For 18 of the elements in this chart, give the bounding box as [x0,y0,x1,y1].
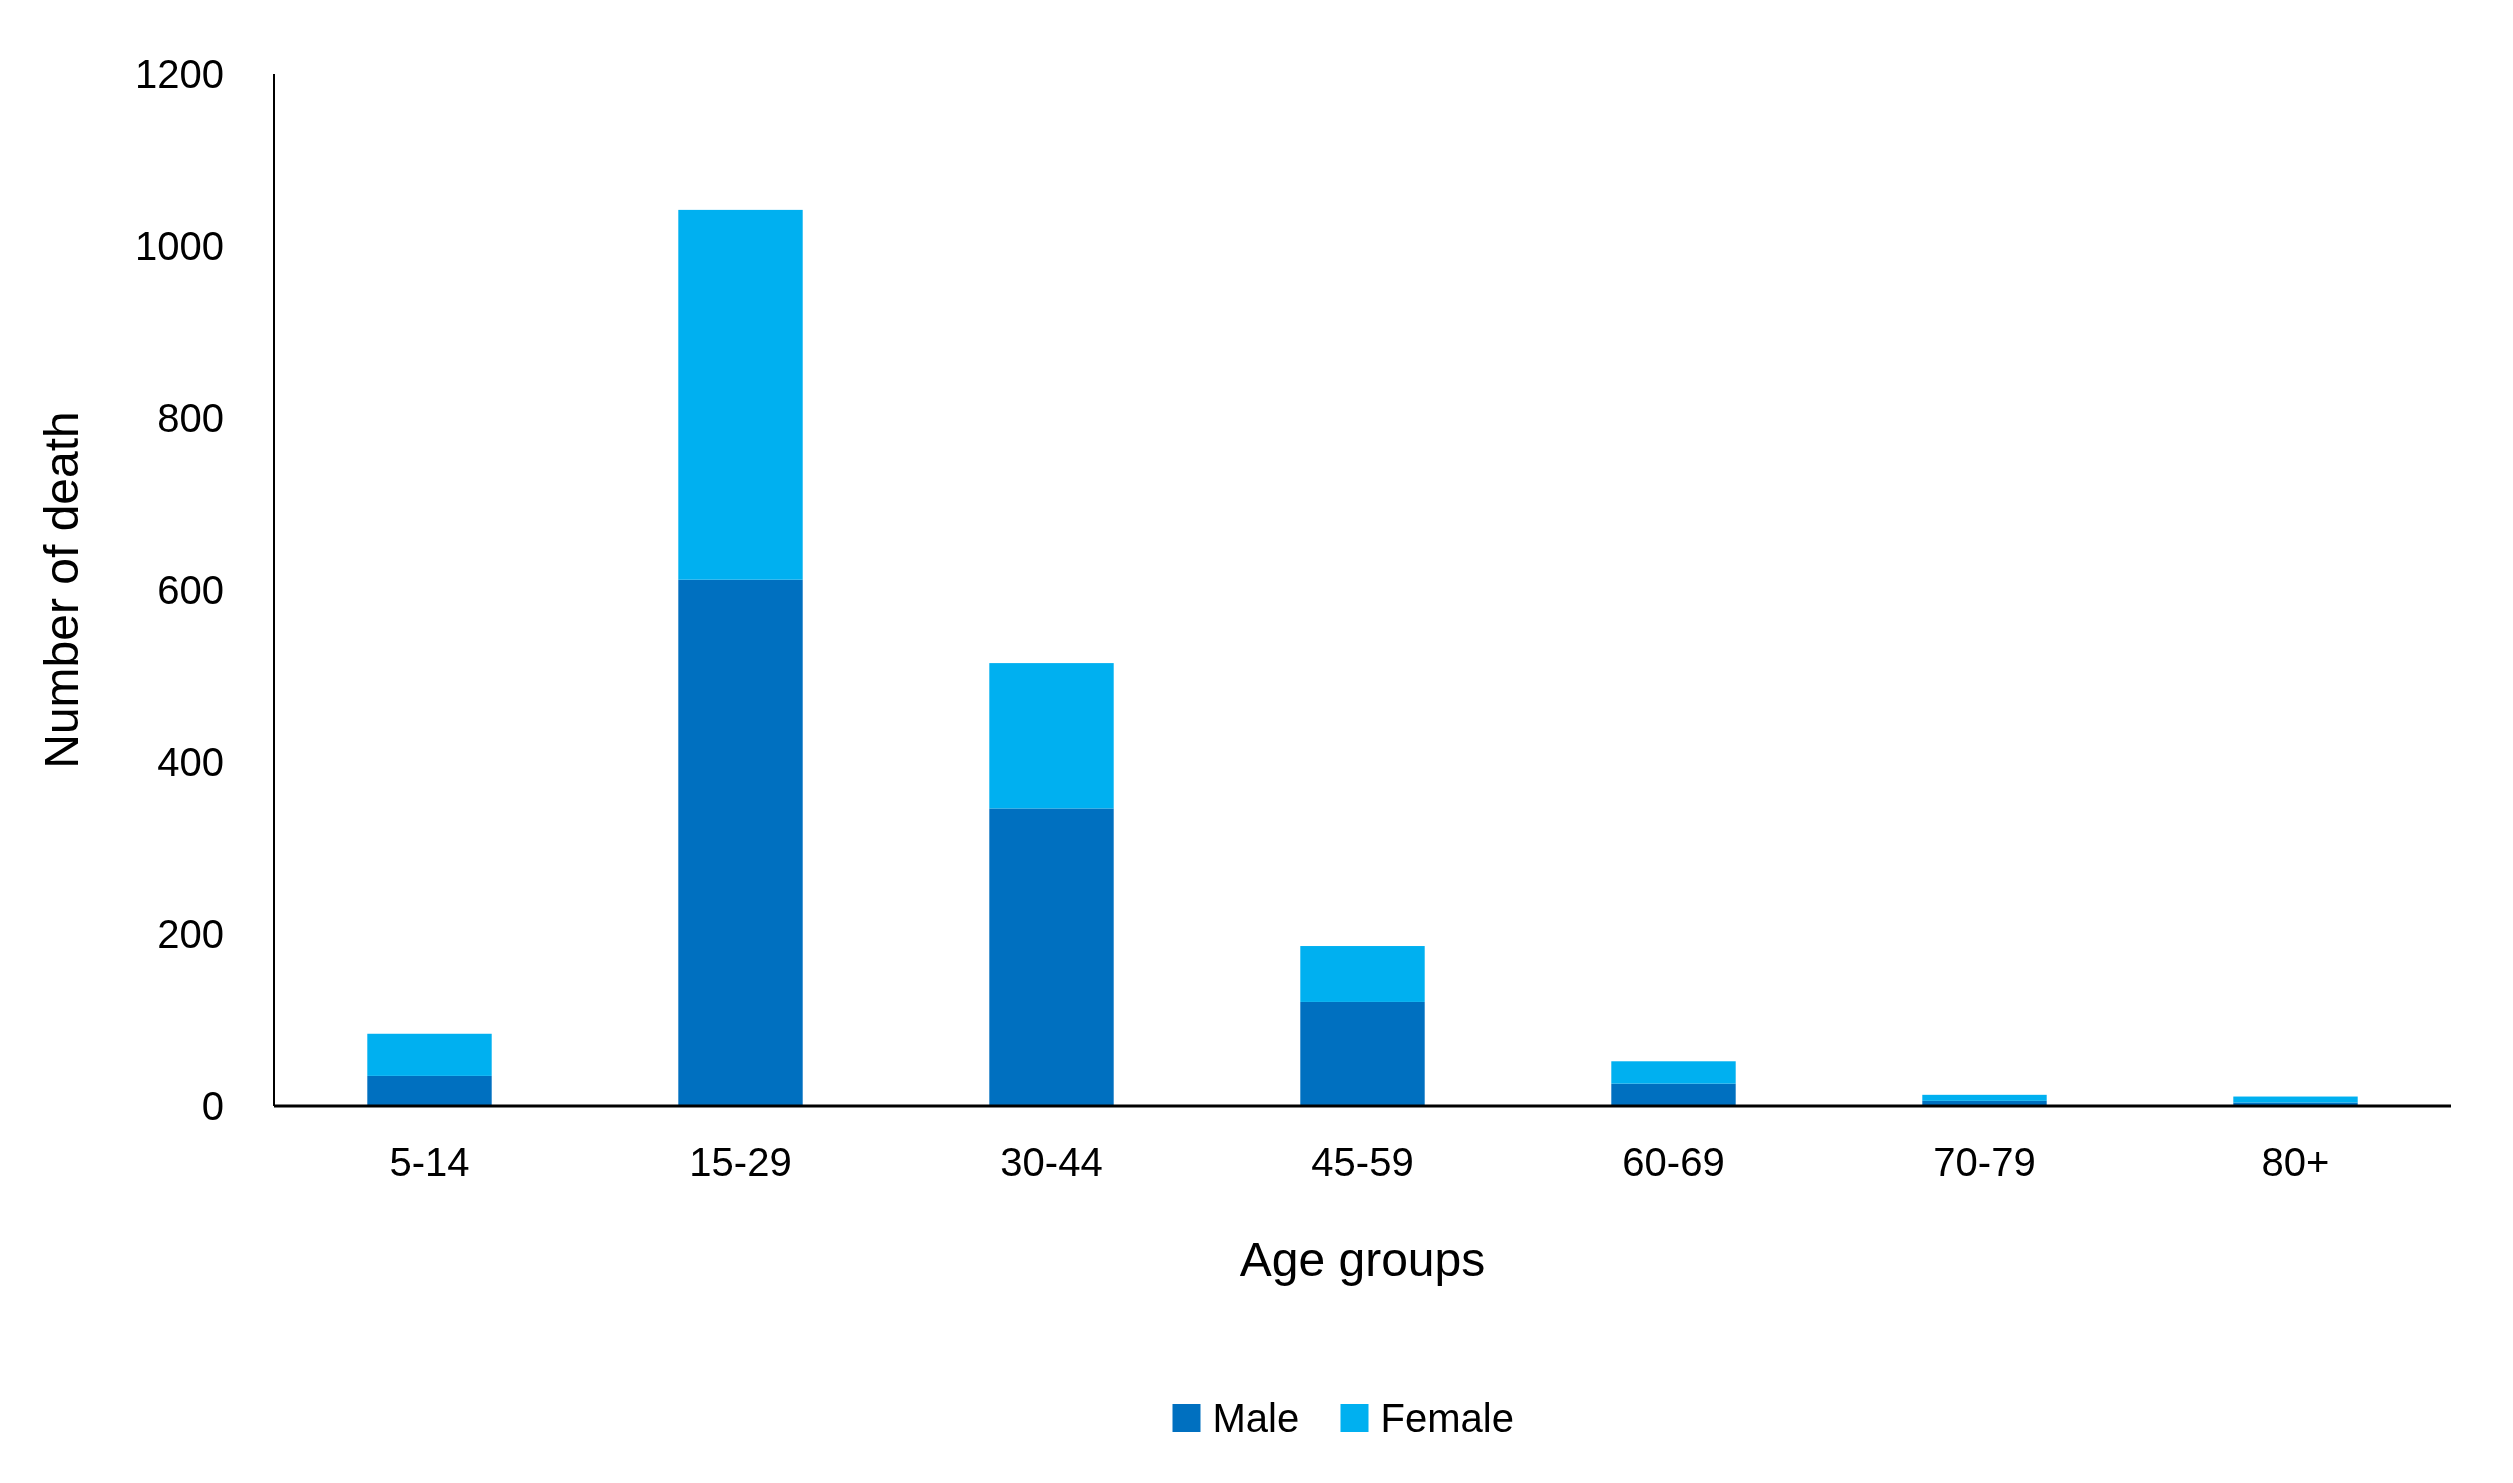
y-tick-label: 1000 [135,224,224,268]
y-tick-label: 800 [157,396,224,440]
y-axis-title: Number of death [35,411,88,769]
x-tick-label: 70-79 [1933,1140,2036,1184]
x-tick-label: 30-44 [1000,1140,1103,1184]
x-tick-label: 15-29 [689,1140,792,1184]
y-tick-label: 600 [157,568,224,612]
y-tick-label: 400 [157,740,224,784]
x-tick-label: 45-59 [1311,1140,1414,1184]
y-tick-label: 1200 [135,52,224,96]
x-tick-label: 5-14 [389,1140,470,1184]
x-axis-title: Age groups [1239,1233,1486,1286]
y-tick-label: 0 [201,1084,224,1128]
x-tick-label: 60-69 [1622,1140,1725,1184]
legend-label: Male [1212,1396,1300,1440]
legend-label: Female [1380,1396,1514,1440]
y-tick-label: 200 [157,912,224,956]
x-tick-label: 80+ [2261,1140,2330,1184]
